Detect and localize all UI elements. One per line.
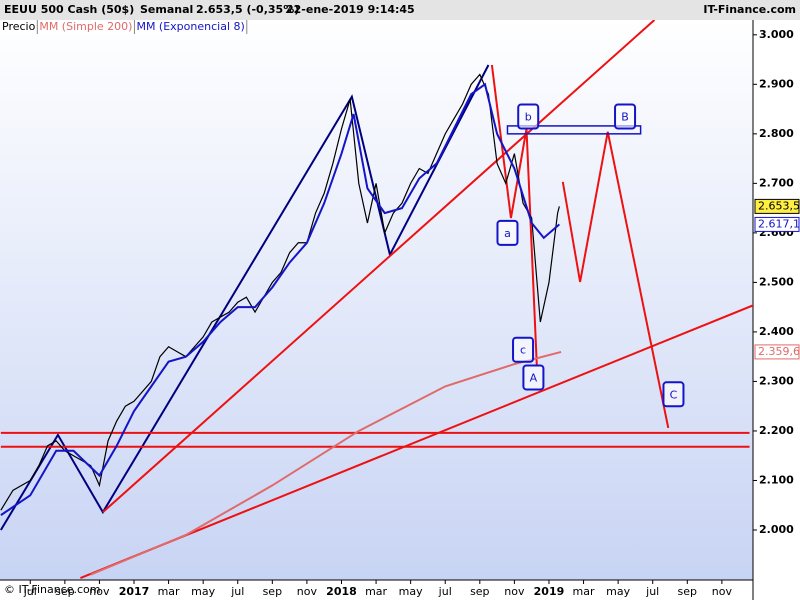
y-tick-label: 2.300: [759, 374, 794, 387]
x-tick-label: nov: [712, 585, 733, 598]
annotation-line: [561, 131, 670, 429]
x-tick-label: sep: [263, 585, 282, 598]
period: Semanal: [140, 3, 193, 16]
legend-entry: Precio: [2, 20, 36, 33]
x-tick-label: jul: [230, 585, 244, 598]
last-value-label: 2.653,5: [758, 199, 800, 212]
series-line: [0, 73, 560, 511]
x-tick-label: nov: [504, 585, 525, 598]
marks: b Ba c A C: [0, 20, 753, 579]
annotation-line: [80, 304, 753, 579]
last-value-label: 2.359,6: [758, 345, 800, 358]
y-tick-label: 2.700: [759, 176, 794, 189]
header-bar: [0, 0, 800, 20]
y-axis-panel: [753, 20, 800, 600]
x-tick-label: jul: [23, 585, 37, 598]
label-text: C: [670, 388, 678, 401]
x-tick-label: jul: [438, 585, 452, 598]
annotation-box: [506, 125, 642, 135]
label-text: a: [504, 227, 511, 240]
timestamp: 22-ene-2019 9:14:45: [286, 3, 415, 16]
quote: 2.653,5 (-0,35%): [196, 3, 299, 16]
x-axis-panel: [0, 580, 753, 600]
label-box: [522, 364, 545, 391]
x-tick-label: mar: [573, 585, 595, 598]
label-box: [614, 103, 637, 130]
x-tick-label: sep: [55, 585, 74, 598]
x-tick-label: 2019: [534, 585, 565, 598]
x-tick-label: may: [399, 585, 423, 598]
series-line: [90, 350, 562, 576]
x-tick-label: 2017: [119, 585, 150, 598]
label-text: c: [520, 344, 526, 357]
x-tick-label: may: [606, 585, 630, 598]
x-tick-label: mar: [158, 585, 180, 598]
label-text: b: [525, 111, 532, 124]
x-tick-label: nov: [89, 585, 110, 598]
last-value-box: [754, 198, 800, 214]
x-tick-label: 2018: [326, 585, 357, 598]
legend-bg: [0, 20, 246, 34]
legend-entry: MM (Simple 200): [39, 20, 132, 33]
x-tick-label: sep: [470, 585, 489, 598]
watermark: © IT-Finance.com: [4, 583, 101, 596]
label-text: A: [530, 371, 538, 384]
last-value-box: [754, 216, 800, 232]
x-tick-label: jul: [645, 585, 659, 598]
legend: Precio MM (Simple 200) MM (Exponencial 8): [0, 20, 248, 34]
x-tick-label: nov: [297, 585, 318, 598]
last-value-box: [754, 344, 800, 360]
last-value-label: 2.617,1: [758, 217, 800, 230]
y-tick-label: 3.000: [759, 28, 794, 41]
y-tick-label: 2.400: [759, 325, 794, 338]
label-text: B: [621, 111, 629, 124]
y-tick-label: 2.900: [759, 77, 794, 90]
x-tick-label: sep: [678, 585, 697, 598]
y-tick-label: 2.100: [759, 473, 794, 486]
label-box: [496, 219, 519, 246]
x-tick-label: may: [191, 585, 215, 598]
title: EEUU 500 Cash (50$): [4, 3, 134, 16]
label-box: [512, 336, 535, 363]
y-tick-label: 2.500: [759, 275, 794, 288]
annotation-line: [102, 20, 656, 513]
axes: 2.0002.1002.2002.3002.4002.5002.6002.700…: [23, 28, 800, 598]
series-line: [0, 82, 560, 516]
x-tick-label: mar: [365, 585, 387, 598]
y-tick-label: 2.200: [759, 424, 794, 437]
y-tick-label: 2.800: [759, 127, 794, 140]
label-box: [662, 381, 685, 408]
source: IT-Finance.com: [703, 3, 796, 16]
y-tick-label: 2.000: [759, 523, 794, 536]
legend-entry: MM (Exponencial 8): [136, 20, 244, 33]
annotation-line: [0, 64, 490, 531]
label-box: [517, 103, 540, 130]
